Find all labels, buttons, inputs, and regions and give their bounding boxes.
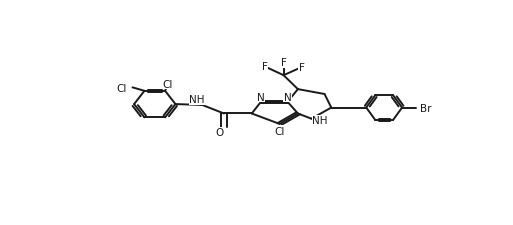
Text: NH: NH xyxy=(189,95,205,105)
Text: O: O xyxy=(215,128,223,138)
Text: F: F xyxy=(262,62,268,72)
Text: NH: NH xyxy=(312,116,328,126)
Text: N: N xyxy=(284,92,291,103)
Text: F: F xyxy=(281,58,287,68)
Text: F: F xyxy=(299,63,305,73)
Text: Cl: Cl xyxy=(162,79,172,89)
Text: Cl: Cl xyxy=(274,126,285,136)
Text: Cl: Cl xyxy=(116,83,127,93)
Text: N: N xyxy=(257,92,265,103)
Text: Br: Br xyxy=(420,103,431,113)
